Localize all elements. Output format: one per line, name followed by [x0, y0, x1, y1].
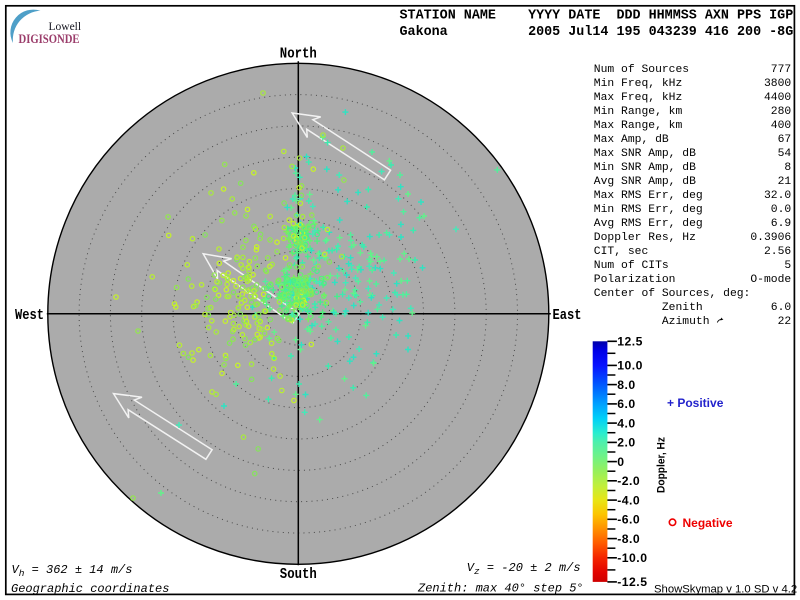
svg-text:Max Range, km 400: Max Range, km 400 [594, 120, 792, 132]
svg-text:West: West [15, 306, 44, 324]
svg-text:-4.0: -4.0 [617, 493, 640, 507]
svg-text:Num of Sources 777: Num of Sources 777 [594, 64, 791, 76]
svg-text:South: South [280, 565, 317, 583]
svg-text:-10.0: -10.0 [617, 551, 647, 565]
svg-text:-2.0: -2.0 [617, 474, 640, 488]
svg-text:Min SNR Amp, dB 8: Min SNR Amp, dB 8 [594, 162, 792, 174]
svg-text:STATION NAME YYYY DATE DDD: STATION NAME YYYY DATE DDD HHMMSS AXN PP… [400, 9, 794, 24]
svg-text:Center of Sources, deg:: Center of Sources, deg: [594, 288, 751, 300]
svg-text:-12.5: -12.5 [617, 575, 647, 589]
svg-text:Avg RMS Err, deg 6.9: Avg RMS Err, deg 6.9 [594, 218, 792, 230]
svg-text:Geographic coordinates: Geographic coordinates [11, 582, 169, 596]
svg-text:0: 0 [617, 455, 624, 469]
svg-text:+ Positive: + Positive [667, 396, 724, 410]
svg-text:Polarization O-mode: Polarization O-mode [594, 274, 792, 286]
svg-text:Negative: Negative [683, 516, 733, 530]
svg-text:Gakona 2005 Jul14 195: Gakona 2005 Jul14 195 043239 416 200 -8G [400, 25, 794, 40]
svg-text:Num of CITs 5: Num of CITs 5 [594, 260, 792, 272]
svg-text:-6.0: -6.0 [617, 513, 640, 527]
svg-text:Min Range, km 280: Min Range, km 280 [594, 106, 792, 118]
svg-text:Max SNR Amp, dB 54: Max SNR Amp, dB 54 [594, 148, 792, 160]
svg-text:Azimuth 22: Azimuth 22 [594, 316, 791, 328]
svg-text:Vh = 362 ± 14 m/s: Vh = 362 ± 14 m/s [12, 563, 133, 579]
svg-text:12.5: 12.5 [617, 335, 643, 349]
svg-text:Max Freq, kHz 4400: Max Freq, kHz 4400 [594, 92, 792, 104]
svg-text:-8.0: -8.0 [617, 532, 640, 546]
svg-text:Doppler Res, Hz 0.3906: Doppler Res, Hz 0.3906 [594, 232, 792, 244]
svg-text:10.0: 10.0 [617, 359, 643, 373]
svg-text:ShowSkymap v 1.0 SD v 4.2: ShowSkymap v 1.0 SD v 4.2 [654, 583, 797, 595]
svg-text:North: North [280, 45, 317, 63]
svg-text:Max Amp, dB 67: Max Amp, dB 67 [594, 134, 791, 146]
svg-text:Min RMS Err, deg 0.0: Min RMS Err, deg 0.0 [594, 204, 792, 216]
svg-text:Max RMS Err, deg 32.0: Max RMS Err, deg 32.0 [594, 190, 792, 202]
svg-text:4.0: 4.0 [617, 416, 635, 430]
svg-text:Doppler, Hz: Doppler, Hz [656, 437, 668, 493]
svg-text:Avg SNR Amp, dB 21: Avg SNR Amp, dB 21 [594, 176, 792, 188]
svg-text:Zenith: max 40° step 5°: Zenith: max 40° step 5° [417, 582, 584, 596]
svg-text:Min Freq, kHz 3800: Min Freq, kHz 3800 [594, 78, 792, 90]
svg-text:8.0: 8.0 [617, 378, 635, 392]
svg-text:Lowell: Lowell [49, 21, 82, 33]
svg-text:East: East [553, 306, 582, 324]
svg-text:2.0: 2.0 [617, 436, 635, 450]
svg-text:Zenith 6.0: Zenith 6.0 [594, 302, 792, 314]
svg-text:DIGISONDE: DIGISONDE [19, 32, 80, 46]
svg-text:Vz = -20 ± 2 m/s: Vz = -20 ± 2 m/s [467, 561, 581, 577]
svg-text:CIT, sec 2.56: CIT, sec 2.56 [594, 246, 792, 258]
svg-text:6.0: 6.0 [617, 397, 635, 411]
